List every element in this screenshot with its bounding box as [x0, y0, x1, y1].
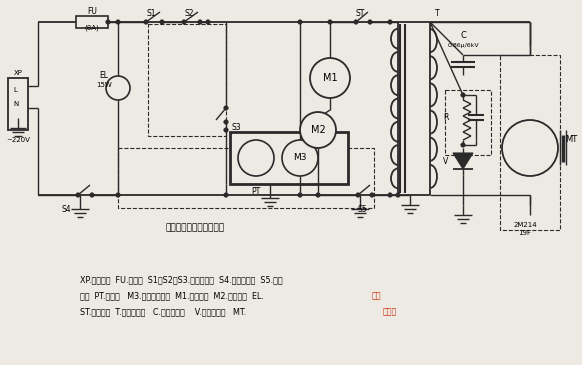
Circle shape — [106, 76, 130, 100]
Circle shape — [310, 58, 350, 98]
Text: L: L — [13, 87, 17, 93]
Text: PT: PT — [251, 188, 261, 196]
Text: 0.86μ/6kV: 0.86μ/6kV — [447, 43, 479, 49]
Circle shape — [354, 20, 358, 24]
Circle shape — [370, 193, 374, 197]
Circle shape — [298, 20, 302, 24]
Text: 19F: 19F — [519, 230, 531, 236]
Circle shape — [328, 20, 332, 24]
Circle shape — [298, 193, 302, 197]
Text: ~220V: ~220V — [6, 137, 30, 143]
Text: S3: S3 — [232, 123, 242, 131]
Circle shape — [90, 193, 94, 197]
Circle shape — [160, 20, 164, 24]
Circle shape — [368, 20, 372, 24]
Bar — [148, 24, 226, 136]
Text: R: R — [443, 114, 448, 123]
Circle shape — [388, 20, 392, 24]
Text: 15W: 15W — [96, 82, 112, 88]
Circle shape — [144, 20, 148, 24]
Circle shape — [316, 193, 320, 197]
Circle shape — [238, 140, 274, 176]
Bar — [500, 55, 560, 230]
Text: MT: MT — [565, 135, 577, 145]
Circle shape — [224, 120, 228, 124]
Text: （图中炉门为开启状态）: （图中炉门为开启状态） — [165, 223, 225, 233]
Text: S4: S4 — [61, 204, 71, 214]
Text: M2: M2 — [311, 125, 325, 135]
Text: S2: S2 — [184, 8, 194, 18]
Text: XP: XP — [13, 70, 23, 76]
Circle shape — [502, 120, 558, 176]
Circle shape — [300, 112, 336, 148]
Circle shape — [116, 20, 120, 24]
Bar — [445, 90, 491, 155]
Bar — [76, 16, 108, 28]
Text: XP.电源插头  FU.熔断器  S1、S2、S3.门联锁开关  S4.定时器开关  S5.火力: XP.电源插头 FU.熔断器 S1、S2、S3.门联锁开关 S4.定时器开关 S… — [80, 276, 283, 284]
Text: V: V — [443, 158, 448, 166]
Circle shape — [116, 193, 120, 197]
Circle shape — [356, 193, 360, 197]
Circle shape — [282, 140, 318, 176]
Circle shape — [461, 143, 465, 147]
Text: 炉灯: 炉灯 — [372, 292, 381, 300]
Circle shape — [388, 193, 392, 197]
Circle shape — [224, 128, 228, 132]
Circle shape — [106, 20, 110, 24]
Text: 2M214: 2M214 — [513, 222, 537, 228]
Circle shape — [461, 93, 465, 97]
Text: S5: S5 — [357, 204, 367, 214]
Circle shape — [224, 106, 228, 110]
Bar — [230, 132, 348, 184]
Text: ST.温控开关  T.高压变压器   C.高压电容器    V.高压二极管   MT.: ST.温控开关 T.高压变压器 C.高压电容器 V.高压二极管 MT. — [80, 307, 246, 316]
Bar — [118, 148, 374, 208]
Circle shape — [206, 20, 210, 24]
Text: T: T — [435, 8, 439, 18]
Circle shape — [198, 20, 202, 24]
Text: M3: M3 — [293, 154, 307, 162]
Text: N: N — [13, 101, 18, 107]
Text: 磁控管: 磁控管 — [383, 307, 398, 316]
Bar — [8, 78, 28, 130]
Circle shape — [76, 193, 80, 197]
Text: 开关  PT.定时器   M3.定时火力电机  M1.转盘电机  M2.风扇电机  EL.: 开关 PT.定时器 M3.定时火力电机 M1.转盘电机 M2.风扇电机 EL. — [80, 292, 264, 300]
Text: EL: EL — [100, 72, 108, 81]
Circle shape — [396, 193, 400, 197]
Text: ST: ST — [356, 8, 365, 18]
Polygon shape — [453, 153, 473, 169]
Circle shape — [182, 20, 186, 24]
Text: S1: S1 — [146, 8, 156, 18]
Text: (8A): (8A) — [84, 25, 100, 31]
Circle shape — [224, 193, 228, 197]
Text: M1: M1 — [322, 73, 338, 83]
Text: C: C — [460, 31, 466, 39]
Text: FU: FU — [87, 8, 97, 16]
